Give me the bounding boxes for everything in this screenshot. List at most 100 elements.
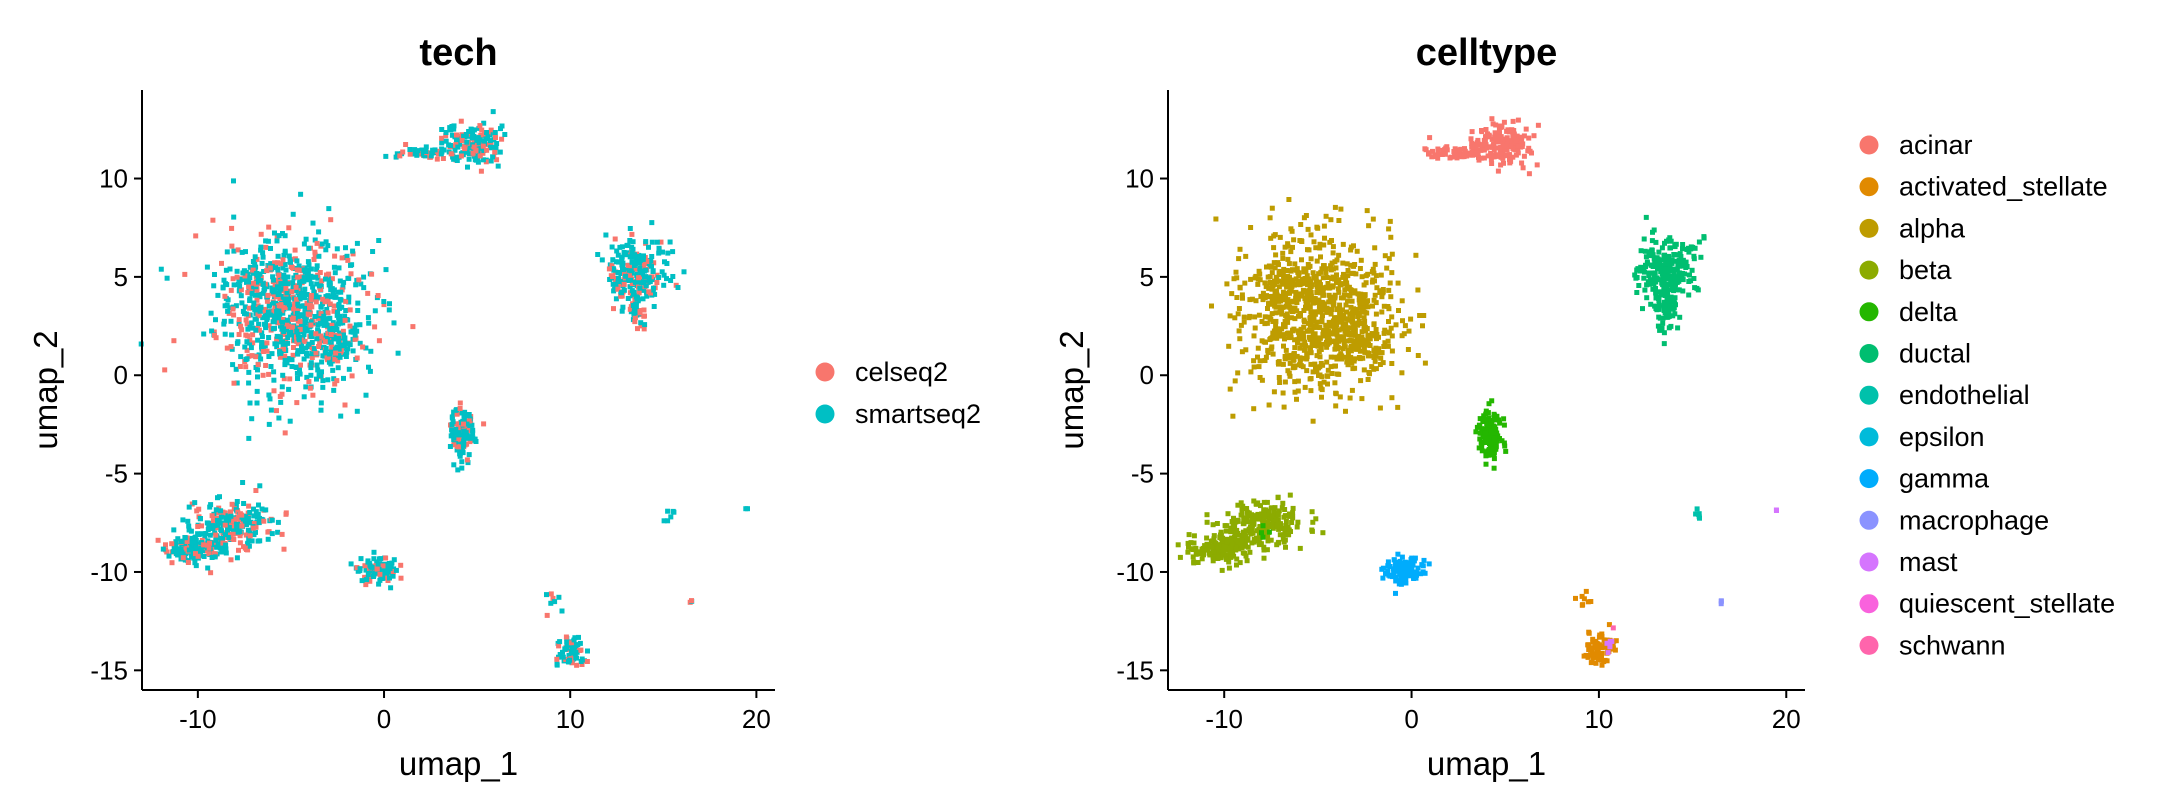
data-point (1340, 337, 1346, 343)
data-point (295, 376, 300, 381)
data-point (304, 374, 310, 380)
data-point (246, 503, 252, 509)
data-point (612, 236, 618, 242)
data-point (1267, 315, 1273, 321)
data-point (266, 335, 272, 340)
data-point (1648, 301, 1654, 307)
data-point (461, 438, 467, 444)
data-point (1588, 660, 1594, 666)
data-point (308, 281, 314, 287)
data-point (201, 331, 207, 337)
data-point (1371, 322, 1377, 328)
cluster-6 (1655, 280, 1683, 347)
data-point (253, 365, 259, 370)
data-point (470, 435, 476, 441)
data-point (460, 449, 465, 454)
data-point (432, 150, 438, 156)
data-point (389, 560, 395, 566)
data-point (249, 538, 255, 544)
data-point (1298, 222, 1304, 227)
data-point (640, 256, 646, 262)
data-point (331, 303, 337, 309)
data-point (661, 518, 667, 524)
data-point (1462, 146, 1467, 152)
data-point (670, 249, 676, 255)
data-point (1676, 287, 1682, 293)
data-point (1491, 426, 1497, 432)
data-point (212, 272, 217, 277)
data-point (289, 289, 295, 295)
data-point (470, 150, 476, 156)
data-point (403, 142, 409, 147)
data-point (398, 575, 404, 581)
data-point (270, 289, 276, 295)
data-point (640, 273, 645, 278)
data-point (1594, 649, 1600, 655)
data-point (1294, 524, 1300, 530)
data-point (1362, 341, 1368, 347)
data-point (1282, 513, 1288, 519)
data-point (326, 359, 332, 365)
x-tick-label: 0 (1404, 704, 1418, 734)
data-point (423, 149, 429, 154)
data-point (193, 544, 199, 550)
data-point (1342, 344, 1348, 350)
data-point (1244, 558, 1250, 564)
data-point (1352, 324, 1358, 330)
data-point (1308, 309, 1314, 315)
data-point (633, 294, 639, 300)
data-point (1665, 298, 1671, 304)
data-point (1670, 306, 1676, 312)
data-point (1267, 279, 1273, 285)
data-point (1661, 341, 1667, 347)
data-point (466, 435, 472, 441)
data-point (203, 531, 209, 536)
data-point (301, 332, 307, 337)
data-point (1483, 434, 1489, 440)
data-point (1288, 268, 1294, 274)
data-point (1269, 297, 1275, 303)
data-point (1277, 521, 1283, 527)
data-point (193, 563, 199, 569)
data-point (632, 319, 638, 325)
legend-label-delta: delta (1899, 297, 1959, 327)
data-point (671, 509, 677, 515)
data-point (1660, 315, 1666, 321)
data-point (1318, 344, 1324, 350)
data-point (1328, 364, 1334, 370)
data-point (1406, 564, 1412, 569)
data-point (544, 612, 550, 618)
data-point (1580, 602, 1586, 608)
data-point (388, 585, 394, 591)
data-point (632, 279, 638, 285)
data-point (656, 245, 662, 251)
data-point (310, 284, 316, 290)
data-point (306, 379, 312, 385)
data-point (202, 533, 208, 539)
data-point (650, 277, 656, 283)
data-point (303, 384, 309, 390)
data-point (286, 302, 292, 308)
data-point (335, 321, 341, 327)
data-point (393, 154, 399, 160)
data-point (1297, 362, 1302, 368)
data-point (325, 316, 331, 322)
data-point (249, 320, 255, 326)
data-point (1508, 143, 1514, 149)
data-point (487, 138, 493, 144)
data-point (324, 307, 330, 312)
data-point (264, 312, 270, 318)
data-point (1642, 269, 1647, 275)
data-point (462, 432, 468, 438)
data-point (1237, 336, 1243, 342)
data-point (1251, 364, 1257, 370)
data-point (1330, 323, 1336, 329)
data-point (178, 539, 184, 545)
data-point (1292, 261, 1298, 267)
data-point (1399, 370, 1405, 376)
data-point (1345, 347, 1351, 353)
legend-key-schwann (1859, 635, 1879, 655)
data-point (332, 381, 338, 387)
data-point (171, 527, 177, 533)
data-point (1296, 330, 1302, 335)
